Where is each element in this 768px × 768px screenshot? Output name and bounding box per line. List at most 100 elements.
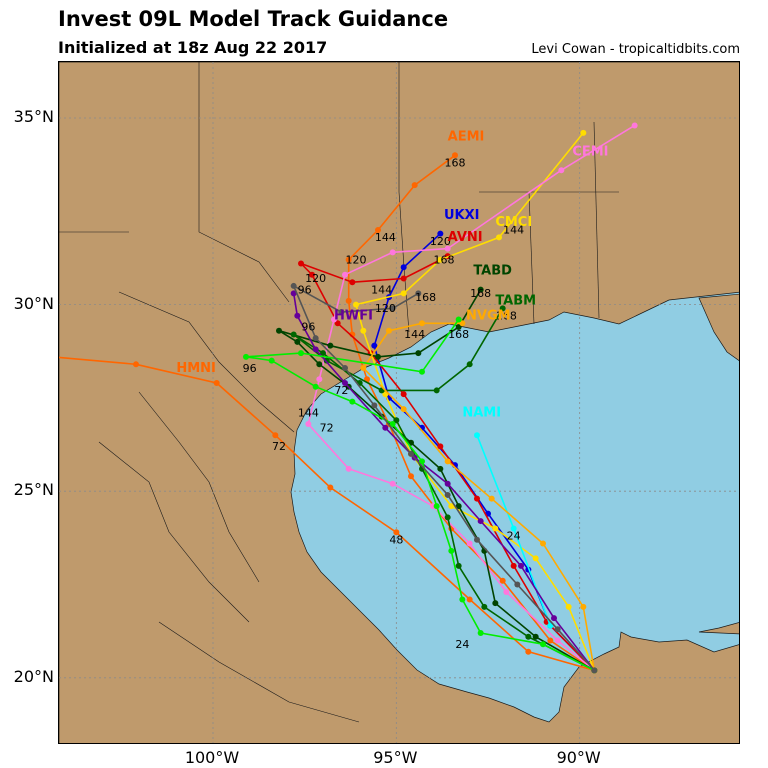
track-point-grey [408,450,414,457]
track-point-tabd [492,600,499,607]
forecast-hour-label: 144 [503,224,524,237]
track-point-hmni [272,432,279,439]
model-name-label-avni: AVNI [448,230,483,245]
model-name-label-hwfi: HWFI [334,309,373,324]
track-point-grey [371,402,378,409]
forecast-hour-label: 144 [298,407,319,420]
track-point-aemi [411,182,418,189]
track-point-avni [474,495,480,502]
forecast-hour-label: 168 [496,310,517,323]
track-point-nvgm [444,458,451,465]
track-point-hmni [525,648,532,655]
model-name-label-aemi: AEMI [448,129,485,144]
forecast-hour-label: 24 [455,638,469,651]
track-point-tabm [433,387,440,394]
track-point-hwfi [518,562,524,569]
track-point-nami [510,525,517,532]
track-point-aemi [499,577,506,584]
border-line [98,441,250,623]
forecast-hour-label: 24 [507,530,521,543]
cuba-land [698,622,739,635]
track-point-cemi [631,122,638,129]
track-point-cmci [565,603,572,610]
lat-tick-label: 25°N [13,480,54,500]
track-point-green [389,421,396,428]
track-point-nvgm [540,540,546,547]
track-point-grey [389,305,396,312]
track-point-hmni [213,379,220,386]
forecast-hour-label: 120 [305,272,326,285]
track-point-green [419,458,425,465]
forecast-hour-label: 96 [298,283,312,296]
track-point-tabd [455,323,462,330]
map-frame: 168 144 120 AEMI 120 UKXI 168 120 AVNI 144 144 120 C… [58,61,740,744]
track-point-cemi [466,540,473,547]
track-point-avni [309,271,315,278]
track-point-tabd [415,350,422,357]
track-point-hmni [466,596,473,603]
track-point-cemi [345,465,352,472]
model-name-label-cemi: CEMI [572,144,608,159]
lat-tick-label: 30°N [13,293,54,313]
track-point-cemi [558,167,565,174]
track-point-avni [298,260,304,267]
track-point-hwfi [551,615,557,622]
forecast-hour-label: 72 [334,384,348,397]
track-point-nvgm [360,365,367,372]
forecast-hour-label: 48 [389,533,403,546]
model-name-label-nvgm: NVGM [466,309,511,324]
track-point-tabm [525,633,532,640]
track-point-ukxi [371,342,378,349]
track-point-hmni [393,529,400,536]
model-name-label-hmni: HMNI [176,361,216,376]
north-america-land [59,62,739,743]
track-point-avni [437,443,444,450]
track-point-cemi [305,421,312,428]
track-point-cemi [444,245,451,252]
credit-text: Levi Cowan - tropicaltidbits.com [531,42,740,57]
model-tracks [59,122,638,674]
track-point-nvgm [400,406,407,413]
track-point-tabm [393,417,400,424]
track-point-tabm [320,350,326,357]
track-point-grey [338,309,345,316]
model-name-label-cmci: CMCI [495,215,532,230]
track-point-nvgm [488,495,495,502]
border-line [118,291,295,433]
track-point-green [540,641,546,648]
model-name-label-tabd: TABD [473,264,512,279]
track-point-grey [312,335,319,342]
track-point-grey [474,536,480,543]
track-point-tabm [290,331,297,338]
track-point-cemi [554,637,561,644]
track-point-nvgm [419,320,425,327]
track-point-tabd [477,286,484,293]
track-point-hwfi [444,480,451,487]
track-point-nami [547,622,554,629]
track-point-aemi [345,256,352,263]
forecast-hour-label: 168 [470,287,491,300]
track-point-cemi [316,376,323,383]
track-point-hwfi [342,379,348,386]
track-point-cmci [400,290,407,297]
track-point-cmci [532,555,539,562]
track-point-green [455,316,462,323]
track-point-hwfi [477,518,484,525]
track-point-avni [349,279,356,286]
track-point-nami [474,432,480,439]
track-point-hmni [327,484,334,491]
model-name-label-ukxi: UKXI [444,208,480,223]
track-point-avni [510,562,517,569]
track-point-green [433,503,440,510]
map-title: Invest 09L Model Track Guidance [58,7,449,31]
forecast-hour-label: 168 [448,328,469,341]
border-line [528,191,535,325]
track-point-aemi [345,297,352,304]
forecast-hour-label: 168 [415,291,436,304]
border-line [593,121,600,319]
forecast-hour-label: 144 [375,231,396,244]
track-point-tabd [276,327,282,334]
track-point-tabd [294,338,301,345]
border-line [158,621,360,723]
model-name-label-nami: NAMI [462,406,501,421]
